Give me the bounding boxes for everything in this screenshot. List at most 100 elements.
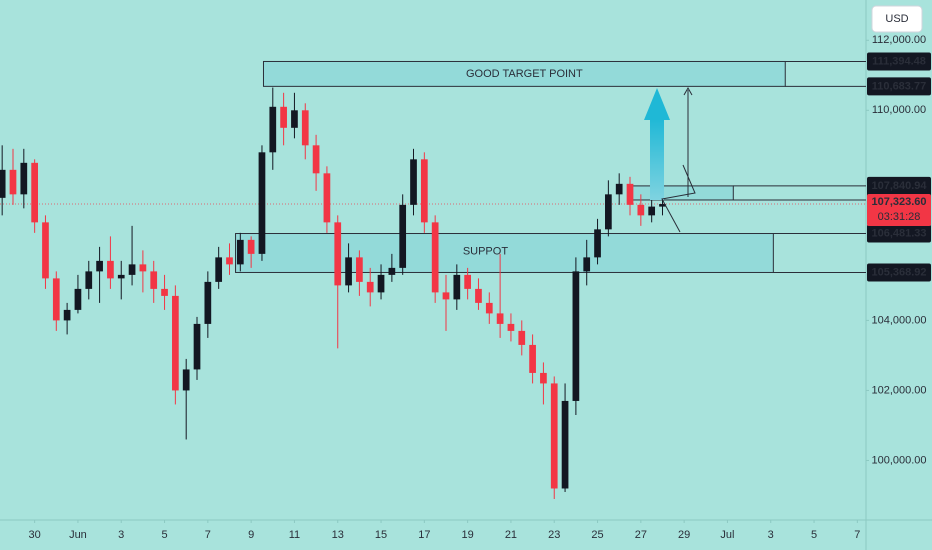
x-tick-label: 25 — [591, 529, 603, 541]
x-tick-label: 9 — [248, 529, 254, 541]
x-tick-label: 23 — [548, 529, 560, 541]
candle-body — [475, 288, 482, 303]
candle-body — [594, 229, 601, 258]
candle-body — [388, 267, 396, 275]
candle-body — [420, 159, 428, 223]
candle-body — [247, 239, 255, 254]
candle-body — [442, 292, 450, 300]
zone — [631, 185, 734, 201]
candle-body — [236, 239, 244, 265]
projection-path — [661, 164, 696, 233]
candle-body — [161, 288, 168, 296]
price-label: 106,481.33 — [871, 227, 926, 239]
candle-body — [20, 162, 28, 195]
x-tick-label: Jul — [720, 529, 734, 541]
candle-body — [0, 169, 6, 198]
y-tick-label: 104,000.00 — [871, 314, 926, 326]
x-tick-label: 27 — [635, 529, 647, 541]
x-tick-label: 5 — [161, 529, 167, 541]
candle-body — [280, 106, 287, 128]
candle-body — [637, 204, 645, 216]
candle-body — [485, 302, 493, 314]
candle-body — [42, 222, 49, 279]
x-tick-label: 21 — [505, 529, 517, 541]
price-label-box — [867, 263, 931, 282]
candle-body — [312, 145, 320, 174]
candle-body — [215, 257, 223, 282]
candle-body — [356, 257, 363, 282]
candle-body — [334, 222, 342, 286]
zone-label: GOOD TARGET POINT — [466, 68, 583, 80]
candle-body — [410, 159, 417, 205]
price-label-box — [867, 176, 931, 195]
candle-body — [561, 400, 569, 489]
candle-body — [550, 383, 558, 489]
candle-body — [583, 257, 591, 272]
zone — [235, 233, 774, 273]
candle-body — [453, 274, 461, 300]
x-tick-label: 5 — [811, 529, 817, 541]
candle-body — [496, 313, 504, 324]
candles — [0, 87, 666, 499]
x-tick-label: 17 — [418, 529, 430, 541]
x-tick-label: Jun — [69, 529, 87, 541]
x-tick-label: 3 — [768, 529, 774, 541]
candle-body — [572, 271, 580, 401]
x-tick-label: 3 — [118, 529, 124, 541]
candle-body — [258, 152, 266, 254]
candle-body — [182, 369, 190, 391]
zone — [262, 60, 786, 87]
candle-body — [204, 281, 212, 324]
candle-body — [399, 204, 407, 268]
last-price-label: 107,323.60 — [871, 196, 926, 208]
candle-body — [117, 274, 125, 279]
measure-arrow-head — [683, 86, 693, 96]
candle-body — [431, 222, 439, 293]
x-tick-label: 19 — [462, 529, 474, 541]
candle-body — [626, 183, 634, 205]
zones: GOOD TARGET POINT SUPPOT — [0, 60, 866, 273]
y-tick-label: 112,000.00 — [872, 34, 926, 46]
candle-body — [193, 323, 201, 370]
candle-body — [9, 169, 17, 195]
candle-body — [464, 274, 471, 289]
x-tick-label: 7 — [854, 529, 860, 541]
price-label: 107,840.94 — [871, 180, 927, 192]
candle-body — [150, 271, 158, 289]
candle-body — [529, 344, 536, 373]
candle-body — [301, 110, 309, 146]
candle-body — [605, 194, 612, 230]
candle-body — [291, 110, 298, 128]
candle-body — [345, 257, 352, 286]
price-label: 105,368.92 — [871, 266, 926, 278]
candle-body — [615, 183, 623, 195]
candle-body — [269, 106, 277, 153]
candle-body — [63, 309, 71, 321]
price-label-box — [867, 224, 931, 243]
candle-body — [139, 264, 147, 272]
candle-body — [52, 278, 60, 321]
candle-body — [107, 260, 114, 279]
price-label: 110,683.77 — [872, 80, 926, 92]
candle-body — [226, 257, 233, 265]
annotations — [644, 86, 696, 233]
candle-body — [85, 271, 93, 289]
price-label-box — [867, 52, 931, 71]
x-tick-label: 15 — [375, 529, 387, 541]
x-tick-label: 11 — [289, 529, 300, 541]
candle-body — [377, 274, 385, 293]
candle-body — [540, 372, 547, 384]
currency-label: USD — [885, 13, 908, 25]
candle-body — [366, 281, 374, 293]
currency-button[interactable] — [871, 5, 923, 33]
countdown-label: 03:31:28 — [878, 211, 921, 223]
price-axis: 30 Jun 3 5 7 9 11 13 15 17 19 21 23 25 27 29 Jul 3 5 7 100,0… — [29, 34, 931, 541]
x-tick-label: 13 — [332, 529, 344, 541]
zone-label: SUPPOT — [463, 245, 509, 257]
candle-body — [659, 204, 666, 207]
last-price-box — [867, 194, 931, 227]
candle-body — [74, 288, 82, 310]
price-label-box — [867, 77, 931, 96]
